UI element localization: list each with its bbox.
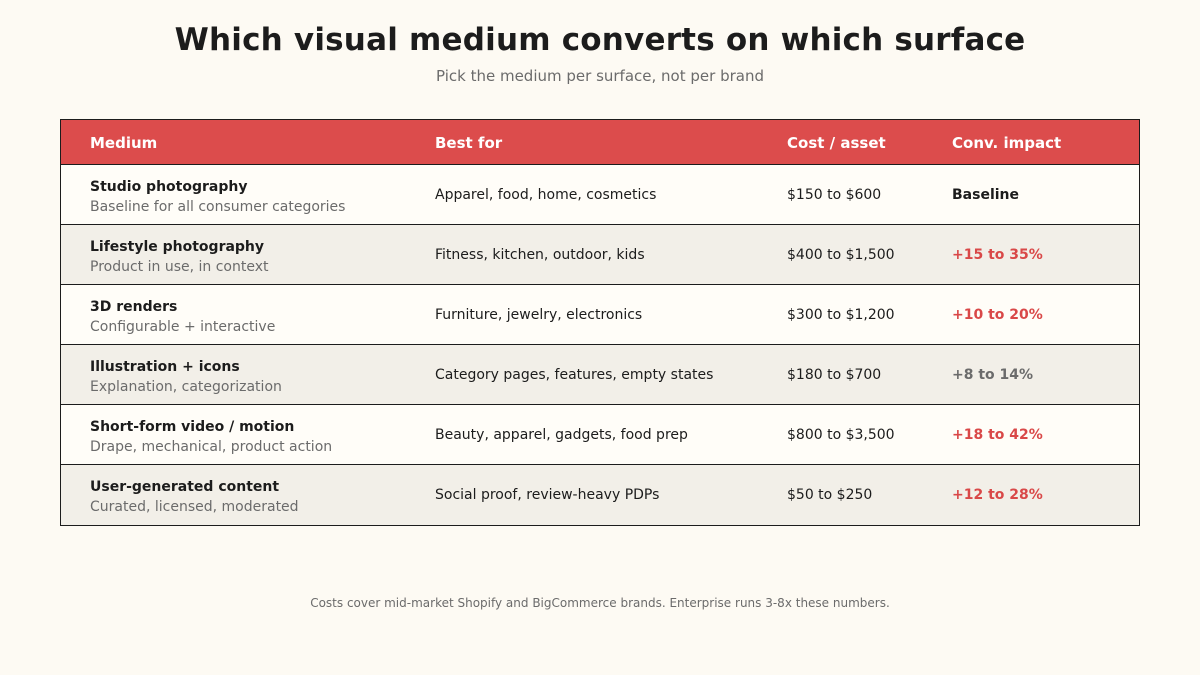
cost-cell: $300 to $1,200: [787, 306, 895, 323]
medium-description: Product in use, in context: [90, 259, 269, 275]
impact-cell: +18 to 42%: [952, 426, 1043, 443]
header-best-for: Best for: [435, 134, 503, 152]
best-for-cell: Beauty, apparel, gadgets, food prep: [435, 426, 688, 443]
comparison-table: Medium Best for Cost / asset Conv. impac…: [60, 119, 1140, 526]
cost-cell: $180 to $700: [787, 366, 882, 383]
medium-name: Illustration + icons: [90, 359, 240, 375]
medium-name: User-generated content: [90, 479, 280, 495]
cost-cell: $800 to $3,500: [787, 426, 895, 443]
best-for-cell: Fitness, kitchen, outdoor, kids: [435, 246, 645, 263]
medium-description: Explanation, categorization: [90, 379, 282, 395]
cost-cell: $400 to $1,500: [787, 246, 895, 263]
table-header: Medium Best for Cost / asset Conv. impac…: [61, 120, 1139, 165]
impact-cell: +12 to 28%: [952, 487, 1043, 503]
medium-name: Lifestyle photography: [90, 239, 265, 255]
header-impact: Conv. impact: [952, 134, 1062, 152]
table-row: Studio photography Baseline for all cons…: [61, 165, 1139, 225]
impact-cell: +10 to 20%: [952, 306, 1043, 323]
medium-name: 3D renders: [90, 299, 178, 315]
table-row: 3D renders Configurable + interactive Fu…: [61, 285, 1139, 345]
medium-cell: Lifestyle photography Product in use, in…: [90, 238, 268, 276]
medium-description: Curated, licensed, moderated: [90, 499, 299, 515]
impact-cell: Baseline: [952, 186, 1020, 203]
medium-cell: Studio photography Baseline for all cons…: [90, 178, 345, 216]
page-subtitle: Pick the medium per surface, not per bra…: [436, 67, 764, 85]
medium-name: Studio photography: [90, 179, 248, 195]
table-row: Illustration + icons Explanation, catego…: [61, 345, 1139, 405]
table-row: Short-form video / motion Drape, mechani…: [61, 405, 1139, 465]
header-medium: Medium: [90, 134, 158, 152]
best-for-cell: Furniture, jewelry, electronics: [435, 306, 643, 323]
medium-description: Configurable + interactive: [90, 319, 276, 335]
medium-cell: 3D renders Configurable + interactive: [90, 298, 275, 336]
impact-cell: +8 to 14%: [952, 366, 1034, 383]
cost-cell: $50 to $250: [787, 487, 873, 503]
cost-cell: $150 to $600: [787, 186, 882, 203]
medium-cell: User-generated content Curated, licensed…: [90, 478, 299, 516]
medium-description: Baseline for all consumer categories: [90, 199, 346, 215]
footnote: Costs cover mid-market Shopify and BigCo…: [310, 596, 890, 610]
medium-name: Short-form video / motion: [90, 419, 295, 435]
medium-cell: Illustration + icons Explanation, catego…: [90, 358, 282, 396]
best-for-cell: Apparel, food, home, cosmetics: [435, 186, 657, 203]
header-cost: Cost / asset: [787, 134, 886, 152]
best-for-cell: Category pages, features, empty states: [435, 366, 714, 383]
page-title: Which visual medium converts on which su…: [174, 22, 1026, 58]
table-row: Lifestyle photography Product in use, in…: [61, 225, 1139, 285]
medium-cell: Short-form video / motion Drape, mechani…: [90, 418, 332, 456]
table-row: User-generated content Curated, licensed…: [61, 465, 1139, 525]
impact-cell: +15 to 35%: [952, 246, 1043, 263]
best-for-cell: Social proof, review-heavy PDPs: [435, 487, 660, 503]
medium-description: Drape, mechanical, product action: [90, 439, 333, 455]
